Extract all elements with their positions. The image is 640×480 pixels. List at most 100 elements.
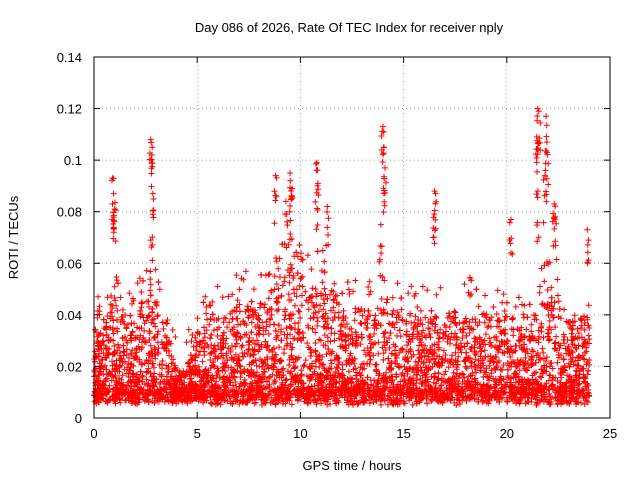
roti-point: [430, 315, 437, 322]
roti-point: [209, 298, 216, 305]
roti-point: [530, 311, 537, 318]
roti-point: [447, 336, 454, 343]
roti-point: [155, 345, 162, 352]
roti-point: [298, 302, 305, 309]
roti-point: [484, 387, 491, 394]
roti-point: [295, 386, 302, 393]
roti-point: [262, 360, 269, 367]
roti-point: [256, 327, 263, 334]
roti-point: [382, 373, 389, 380]
roti-point: [461, 374, 468, 381]
roti-point: [306, 364, 313, 371]
roti-point: [238, 344, 245, 351]
roti-point: [359, 361, 366, 368]
roti-point: [333, 299, 340, 306]
roti-point: [210, 327, 217, 334]
roti-point: [144, 368, 151, 375]
roti-point: [195, 363, 202, 370]
roti-point: [532, 376, 539, 383]
roti-point: [448, 330, 455, 337]
roti-point: [493, 337, 500, 344]
roti-point: [552, 324, 559, 331]
roti-point: [316, 393, 323, 400]
roti-point: [342, 314, 349, 321]
roti-point: [434, 375, 441, 382]
roti-point: [473, 286, 480, 293]
roti-point: [207, 357, 214, 364]
roti-point: [466, 319, 473, 326]
roti-point: [387, 330, 394, 337]
roti-point: [285, 291, 292, 298]
roti-point: [422, 342, 429, 349]
roti-point: [416, 342, 423, 349]
roti-point: [493, 363, 500, 370]
roti-point: [281, 346, 288, 353]
roti-point: [240, 276, 247, 283]
roti-point: [507, 353, 514, 360]
roti-point: [361, 379, 368, 386]
roti-point: [379, 396, 386, 403]
roti-point: [361, 365, 368, 372]
roti-point: [483, 331, 490, 338]
roti-point: [111, 343, 118, 350]
roti-point: [99, 338, 106, 345]
roti-point: [291, 335, 298, 342]
roti-point: [244, 303, 251, 310]
roti-point: [255, 315, 262, 322]
roti-point: [286, 272, 293, 279]
roti-point: [266, 374, 273, 381]
roti-point: [259, 394, 266, 401]
roti-point: [112, 400, 119, 407]
roti-point: [430, 379, 437, 386]
roti-point: [437, 387, 444, 394]
roti-point: [163, 334, 170, 341]
roti-point: [237, 333, 244, 340]
roti-point: [510, 332, 517, 339]
roti-point: [423, 364, 430, 371]
roti-point: [149, 257, 156, 264]
roti-point: [155, 279, 162, 286]
roti-point: [442, 368, 449, 375]
roti-point: [276, 344, 283, 351]
roti-point: [538, 328, 545, 335]
roti-point: [351, 317, 358, 324]
roti-point: [146, 388, 153, 395]
roti-point: [434, 330, 441, 337]
roti-point: [515, 378, 522, 385]
roti-point: [114, 341, 121, 348]
roti-point: [492, 343, 499, 350]
roti-point: [435, 376, 442, 383]
roti-point: [540, 349, 547, 356]
roti-point: [232, 343, 239, 350]
roti-point: [291, 253, 298, 260]
roti-point: [405, 290, 412, 297]
roti-point: [581, 320, 588, 327]
roti-point: [553, 333, 560, 340]
roti-point: [576, 389, 583, 396]
roti-point: [538, 392, 545, 399]
roti-point: [425, 353, 432, 360]
roti-point: [177, 369, 184, 376]
roti-point: [224, 324, 231, 331]
roti-point: [585, 367, 592, 374]
roti-point: [366, 312, 373, 319]
roti-point: [431, 327, 438, 334]
roti-point: [466, 355, 473, 362]
roti-point: [282, 382, 289, 389]
roti-point: [116, 364, 123, 371]
roti-point: [393, 383, 400, 390]
roti-point: [222, 315, 229, 322]
roti-point: [578, 322, 585, 329]
roti-point: [302, 357, 309, 364]
roti-point: [206, 321, 213, 328]
roti-point: [581, 401, 588, 408]
roti-point: [262, 272, 269, 279]
roti-point: [501, 308, 508, 315]
roti-point: [273, 281, 280, 288]
roti-point: [561, 340, 568, 347]
roti-point: [522, 366, 529, 373]
roti-point: [145, 399, 152, 406]
roti-point: [360, 398, 367, 405]
roti-point: [479, 339, 486, 346]
roti-point: [463, 349, 470, 356]
